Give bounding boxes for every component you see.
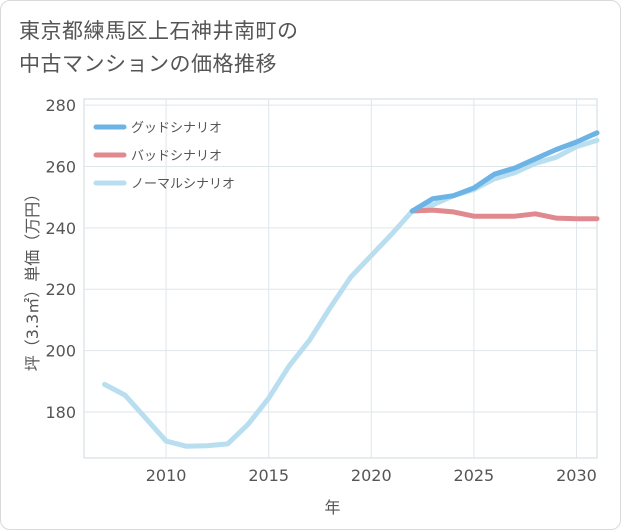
chart-title-line1: 東京都練馬区上石神井南町の	[19, 19, 299, 43]
series-line-1	[409, 207, 600, 222]
x-axis-label: 年	[324, 498, 340, 517]
series-line-0	[409, 130, 600, 214]
x-tick-label: 2015	[248, 466, 289, 485]
y-tick-label: 260	[45, 158, 76, 177]
y-tick-label: 220	[45, 280, 76, 299]
y-tick-label: 180	[45, 403, 76, 422]
x-tick-label: 2010	[146, 466, 187, 485]
legend-label: グッドシナリオ	[131, 121, 222, 136]
plot-area	[83, 98, 598, 459]
y-tick-label: 200	[45, 342, 76, 361]
chart-title-line2: 中古マンションの価格推移	[19, 52, 277, 76]
y-axis-label: 坪（3.3㎡）単価（万円）	[23, 186, 42, 371]
x-tick-label: 2020	[351, 466, 392, 485]
x-tick-label: 2025	[454, 466, 495, 485]
chart-title: 東京都練馬区上石神井南町の 中古マンションの価格推移	[19, 15, 579, 81]
x-tick-label: 2030	[556, 466, 597, 485]
series-line-2	[102, 137, 600, 449]
legend-label: バッドシナリオ	[131, 149, 222, 164]
y-tick-label: 280	[45, 96, 76, 115]
legend-label: ノーマルシナリオ	[131, 177, 235, 192]
y-tick-label: 240	[45, 219, 76, 238]
